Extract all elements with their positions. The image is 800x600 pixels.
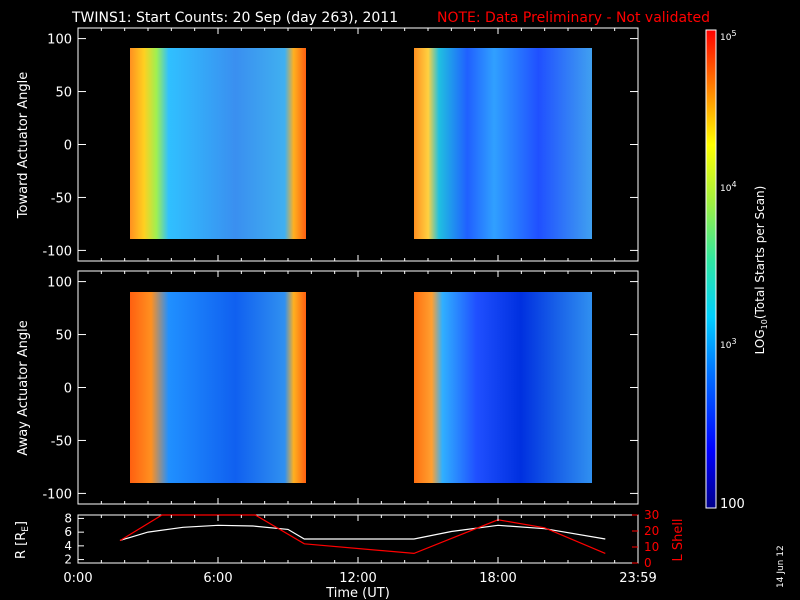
colorbar-tick-bottom: 100 [720, 497, 745, 512]
x-tick-label: 6:00 [203, 571, 232, 586]
radius-series-line [119, 524, 606, 541]
colorbar: 105 104 103 100 LOG10(Total Starts per S… [705, 29, 769, 512]
heatmap-block [130, 292, 306, 483]
colorbar-tick-mid: 104 [720, 180, 737, 194]
x-axis-label: Time (UT) [325, 586, 390, 600]
heatmap-block [414, 48, 592, 239]
lshell-axis-label: L Shell [671, 518, 686, 561]
panel-toward: 100 50 0 -50 -100 Toward Actuator Angle [16, 27, 639, 262]
y-axis-label: Away Actuator Angle [16, 320, 31, 455]
orbit-left-tick-label: 2 [64, 553, 72, 567]
y-tick-label: -50 [51, 191, 72, 206]
colorbar-tick-top: 105 [720, 29, 737, 43]
orbit-left-tick-label: 8 [64, 511, 72, 525]
heatmap-blocks [130, 48, 592, 239]
orbit-left-tick-label: 4 [64, 539, 72, 553]
y-axis-label: Toward Actuator Angle [16, 72, 31, 219]
panel-away: 100 50 0 -50 -100 Away Actuator Angle [16, 270, 639, 505]
colorbar-scale [705, 29, 717, 509]
y-tick-label: 0 [64, 139, 72, 154]
colorbar-tick-low: 103 [720, 337, 737, 351]
heatmap-block [414, 292, 592, 483]
orbit-left-tick-label: 6 [64, 525, 72, 539]
y-tick-label: 50 [55, 86, 72, 101]
orbit-right-tick-label: 30 [644, 508, 659, 522]
y-tick-label: -100 [42, 487, 72, 502]
y-tick-label: -50 [51, 434, 72, 449]
y-tick-label: -100 [42, 244, 72, 259]
heatmap-blocks [130, 292, 592, 483]
y-tick-label: 0 [64, 382, 72, 397]
colorbar-label: LOG10(Total Starts per Scan) [753, 186, 769, 355]
orbit-right-tick-label: 20 [644, 524, 659, 538]
y-tick-label: 50 [55, 329, 72, 344]
y-ticks: 100 50 0 -50 -100 [42, 276, 638, 502]
x-ticks: 0:00 6:00 12:00 18:00 23:59 [63, 28, 657, 586]
radius-axis-label: R [RE] [14, 521, 31, 559]
chart-title: TWINS1: Start Counts: 20 Sep (day 263), … [71, 10, 398, 26]
x-tick-label: 0:00 [63, 571, 92, 586]
lshell-series-line [119, 514, 606, 555]
y-ticks: 100 50 0 -50 -100 [42, 33, 638, 259]
x-tick-label: 23:59 [619, 571, 656, 586]
x-tick-label: 18:00 [479, 571, 516, 586]
x-tick-label: 12:00 [339, 571, 376, 586]
date-stamp: 14 Jun 12 [776, 545, 786, 588]
orbit-right-tick-label: 0 [644, 556, 652, 570]
y-tick-label: 100 [47, 33, 72, 48]
heatmap-block [130, 48, 306, 239]
orbit-right-tick-label: 10 [644, 540, 659, 554]
y-tick-label: 100 [47, 276, 72, 291]
preliminary-note: NOTE: Data Preliminary - Not validated [437, 10, 710, 26]
